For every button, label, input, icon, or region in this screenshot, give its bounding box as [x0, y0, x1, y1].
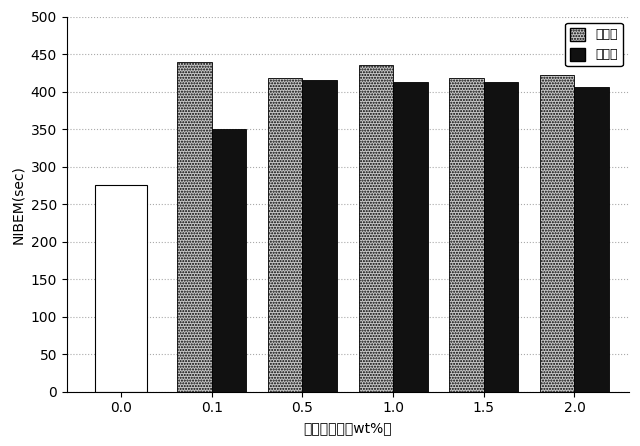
Bar	[268, 78, 303, 392]
Legend: 生酵母, 死酵母: 生酵母, 死酵母	[565, 23, 623, 66]
Bar	[540, 75, 575, 392]
Y-axis label: NIBEM(sec): NIBEM(sec)	[11, 165, 25, 244]
Bar	[177, 62, 212, 392]
Bar	[449, 78, 484, 392]
Bar	[303, 80, 337, 392]
Bar	[393, 82, 428, 392]
Bar	[575, 87, 609, 392]
Bar	[484, 82, 518, 392]
X-axis label: 酵母添加率（wt%）: 酵母添加率（wt%）	[303, 421, 392, 435]
Bar	[212, 129, 246, 392]
Bar	[95, 186, 147, 392]
Bar	[358, 66, 393, 392]
